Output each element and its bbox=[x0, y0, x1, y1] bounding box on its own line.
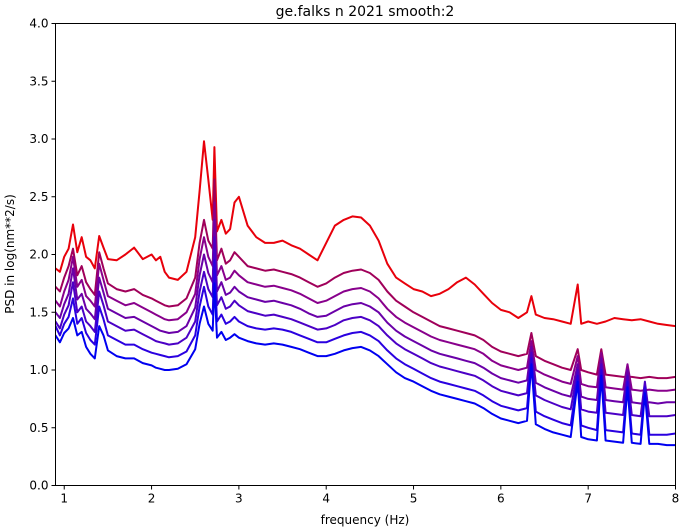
series-line-1 bbox=[55, 140, 676, 328]
x-tick-label: 1 bbox=[60, 492, 68, 506]
x-tick-label: 7 bbox=[584, 492, 592, 506]
series-line-4 bbox=[55, 218, 676, 405]
y-axis: 0.0 0.5 1.0 1.5 2.0 2.5 3.0 3.5 4.0 bbox=[29, 17, 56, 493]
series-line-5 bbox=[55, 236, 676, 418]
plot-frame bbox=[55, 23, 676, 486]
series-line-6 bbox=[55, 259, 676, 436]
x-axis: 1 2 3 4 5 6 7 8 bbox=[60, 485, 680, 506]
y-tick-label: 4.0 bbox=[29, 17, 48, 31]
x-tick-label: 2 bbox=[148, 492, 156, 506]
y-tick-label: 3.0 bbox=[29, 132, 48, 146]
x-tick-label: 3 bbox=[235, 492, 243, 506]
y-tick-label: 2.0 bbox=[29, 248, 48, 262]
x-tick-label: 6 bbox=[497, 492, 505, 506]
y-tick-label: 3.5 bbox=[29, 74, 48, 88]
y-tick-label: 0.5 bbox=[29, 421, 48, 435]
y-tick-label: 2.5 bbox=[29, 190, 48, 204]
y-tick-label: 1.5 bbox=[29, 305, 48, 319]
series-line-2 bbox=[55, 178, 676, 380]
plot-area bbox=[55, 140, 676, 447]
y-tick-label: 0.0 bbox=[29, 479, 48, 493]
x-tick-label: 5 bbox=[410, 492, 418, 506]
y-tick-label: 1.0 bbox=[29, 363, 48, 377]
x-tick-label: 8 bbox=[672, 492, 680, 506]
y-axis-label: PSD in log(nm**2/s) bbox=[3, 194, 17, 314]
x-axis-label: frequency (Hz) bbox=[321, 513, 410, 527]
series-line-3 bbox=[55, 201, 676, 392]
x-tick-label: 4 bbox=[322, 492, 330, 506]
series-line-7 bbox=[55, 282, 676, 447]
chart-title: ge.falks n 2021 smooth:2 bbox=[276, 4, 455, 20]
